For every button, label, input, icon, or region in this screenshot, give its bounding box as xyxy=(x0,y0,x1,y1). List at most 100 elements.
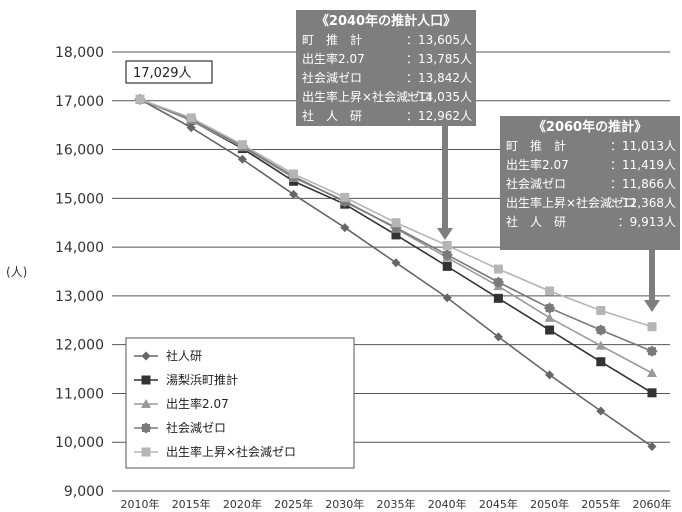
data-point xyxy=(545,325,555,335)
data-point xyxy=(391,218,401,228)
callout-arrow xyxy=(644,250,660,312)
y-axis-label: (人) xyxy=(6,265,27,279)
x-tick-label: 2030年 xyxy=(325,497,364,511)
data-point xyxy=(595,324,607,336)
data-point xyxy=(442,261,452,271)
legend-frame xyxy=(125,337,355,469)
data-point xyxy=(647,388,657,398)
y-tick-label: 11,000 xyxy=(55,386,104,402)
legend-item: 社人研 xyxy=(134,348,202,363)
legend-swatch-marker xyxy=(140,422,152,434)
data-point xyxy=(289,169,299,179)
data-point xyxy=(493,293,503,303)
legend-item: 出生率2.07 xyxy=(134,396,229,411)
data-point xyxy=(493,332,503,342)
data-point xyxy=(543,302,556,314)
y-tick-label: 15,000 xyxy=(55,191,104,207)
data-point xyxy=(493,264,503,274)
legend-label: 出生率2.07 xyxy=(166,396,229,411)
y-tick-label: 13,000 xyxy=(55,289,104,305)
legend-label: 社会減ゼロ xyxy=(166,420,226,435)
x-tick-label: 2020年 xyxy=(223,497,262,511)
x-tick-label: 2025年 xyxy=(274,497,313,511)
series-5 xyxy=(135,94,657,332)
y-tick-label: 16,000 xyxy=(55,143,104,159)
y-tick-label: 9,000 xyxy=(64,484,104,500)
data-point xyxy=(596,306,606,316)
data-point xyxy=(186,113,196,123)
callout-title: 《2040年の推計人口》 xyxy=(316,13,456,29)
x-axis: 2010年 2015年 2020年 2025年 2030年 2035年 2040年 2045年… xyxy=(121,497,672,511)
x-tick-label: 2050年 xyxy=(530,497,569,511)
data-point xyxy=(544,312,555,322)
data-point xyxy=(391,258,401,268)
data-point xyxy=(186,123,196,133)
start-value-label: 17,029人 xyxy=(133,66,192,81)
legend-item: 湯梨浜町推計 xyxy=(134,372,238,387)
y-tick-label: 14,000 xyxy=(55,240,104,256)
data-point xyxy=(647,441,657,451)
x-tick-label: 2040年 xyxy=(428,497,467,511)
y-tick-label: 10,000 xyxy=(55,435,104,451)
legend-label: 社人研 xyxy=(166,348,202,363)
legend-item: 出生率上昇×社会減ゼロ xyxy=(134,444,296,459)
data-point xyxy=(442,293,452,303)
callout-box xyxy=(296,10,476,126)
callout-row-label: 町 推 計 xyxy=(302,32,362,47)
callout-row-label: 社 人 研 xyxy=(302,108,362,123)
data-point xyxy=(237,140,247,150)
x-tick-label: 2035年 xyxy=(377,497,416,511)
callout-row-value: ：11,419人 xyxy=(610,158,676,172)
y-tick-label: 12,000 xyxy=(55,338,104,354)
legend-swatch-marker xyxy=(141,375,151,385)
callout-row-label: 社会減ゼロ xyxy=(506,176,566,191)
callout-row-label: 社会減ゼロ xyxy=(302,70,362,85)
y-tick-label: 18,000 xyxy=(55,45,104,61)
legend-label: 出生率上昇×社会減ゼロ xyxy=(166,444,296,459)
data-point xyxy=(596,357,606,367)
callout-row-value: ：11,866人 xyxy=(610,177,676,191)
data-point xyxy=(237,154,247,164)
data-point xyxy=(135,94,145,104)
data-point xyxy=(647,368,657,378)
callout-row-label: 出生率上昇×社会減ゼロ xyxy=(302,89,432,104)
data-point xyxy=(441,249,453,261)
callout-row-value: ：13,605人 xyxy=(406,33,472,47)
x-tick-label: 2045年 xyxy=(479,497,518,511)
callout-row-label: 社 人 研 xyxy=(506,214,566,229)
callout-row-label: 出生率2.07 xyxy=(302,51,365,66)
data-point xyxy=(391,230,401,240)
callout-box xyxy=(500,116,680,250)
callout-row-value: ：13,785人 xyxy=(406,52,472,66)
legend-swatch-marker xyxy=(141,399,151,408)
y-axis: 9,000 10,000 11,000 12,000 13,000 14,000 15,00… xyxy=(55,45,104,500)
series-lines xyxy=(134,93,658,451)
callout-row-label: 町 推 計 xyxy=(506,138,566,153)
start-value-frame xyxy=(125,60,213,84)
data-point xyxy=(289,189,299,199)
legend-swatch-marker xyxy=(141,447,151,457)
x-tick-label: 2010年 xyxy=(121,497,160,511)
legend-item: 社会減ゼロ xyxy=(134,420,226,435)
data-point xyxy=(442,240,452,250)
callout-row-label: 出生率上昇×社会減ゼロ xyxy=(506,195,636,210)
data-point xyxy=(595,340,606,350)
x-tick-label: 2015年 xyxy=(172,497,211,511)
callout-row-value: ：14,035人 xyxy=(406,90,472,104)
y-tick-label: 17,000 xyxy=(55,94,104,110)
callout-title: 《2060年の推計》 xyxy=(533,119,647,135)
data-point xyxy=(545,370,555,380)
callout-row-value: ：11,013人 xyxy=(610,139,676,153)
data-point xyxy=(492,276,505,288)
callout-row-value: ：12,962人 xyxy=(406,109,472,123)
data-point xyxy=(646,345,658,357)
callout-row-value: ：12,368人 xyxy=(610,196,676,210)
legend-swatch-marker xyxy=(141,351,151,361)
data-point xyxy=(340,192,350,202)
